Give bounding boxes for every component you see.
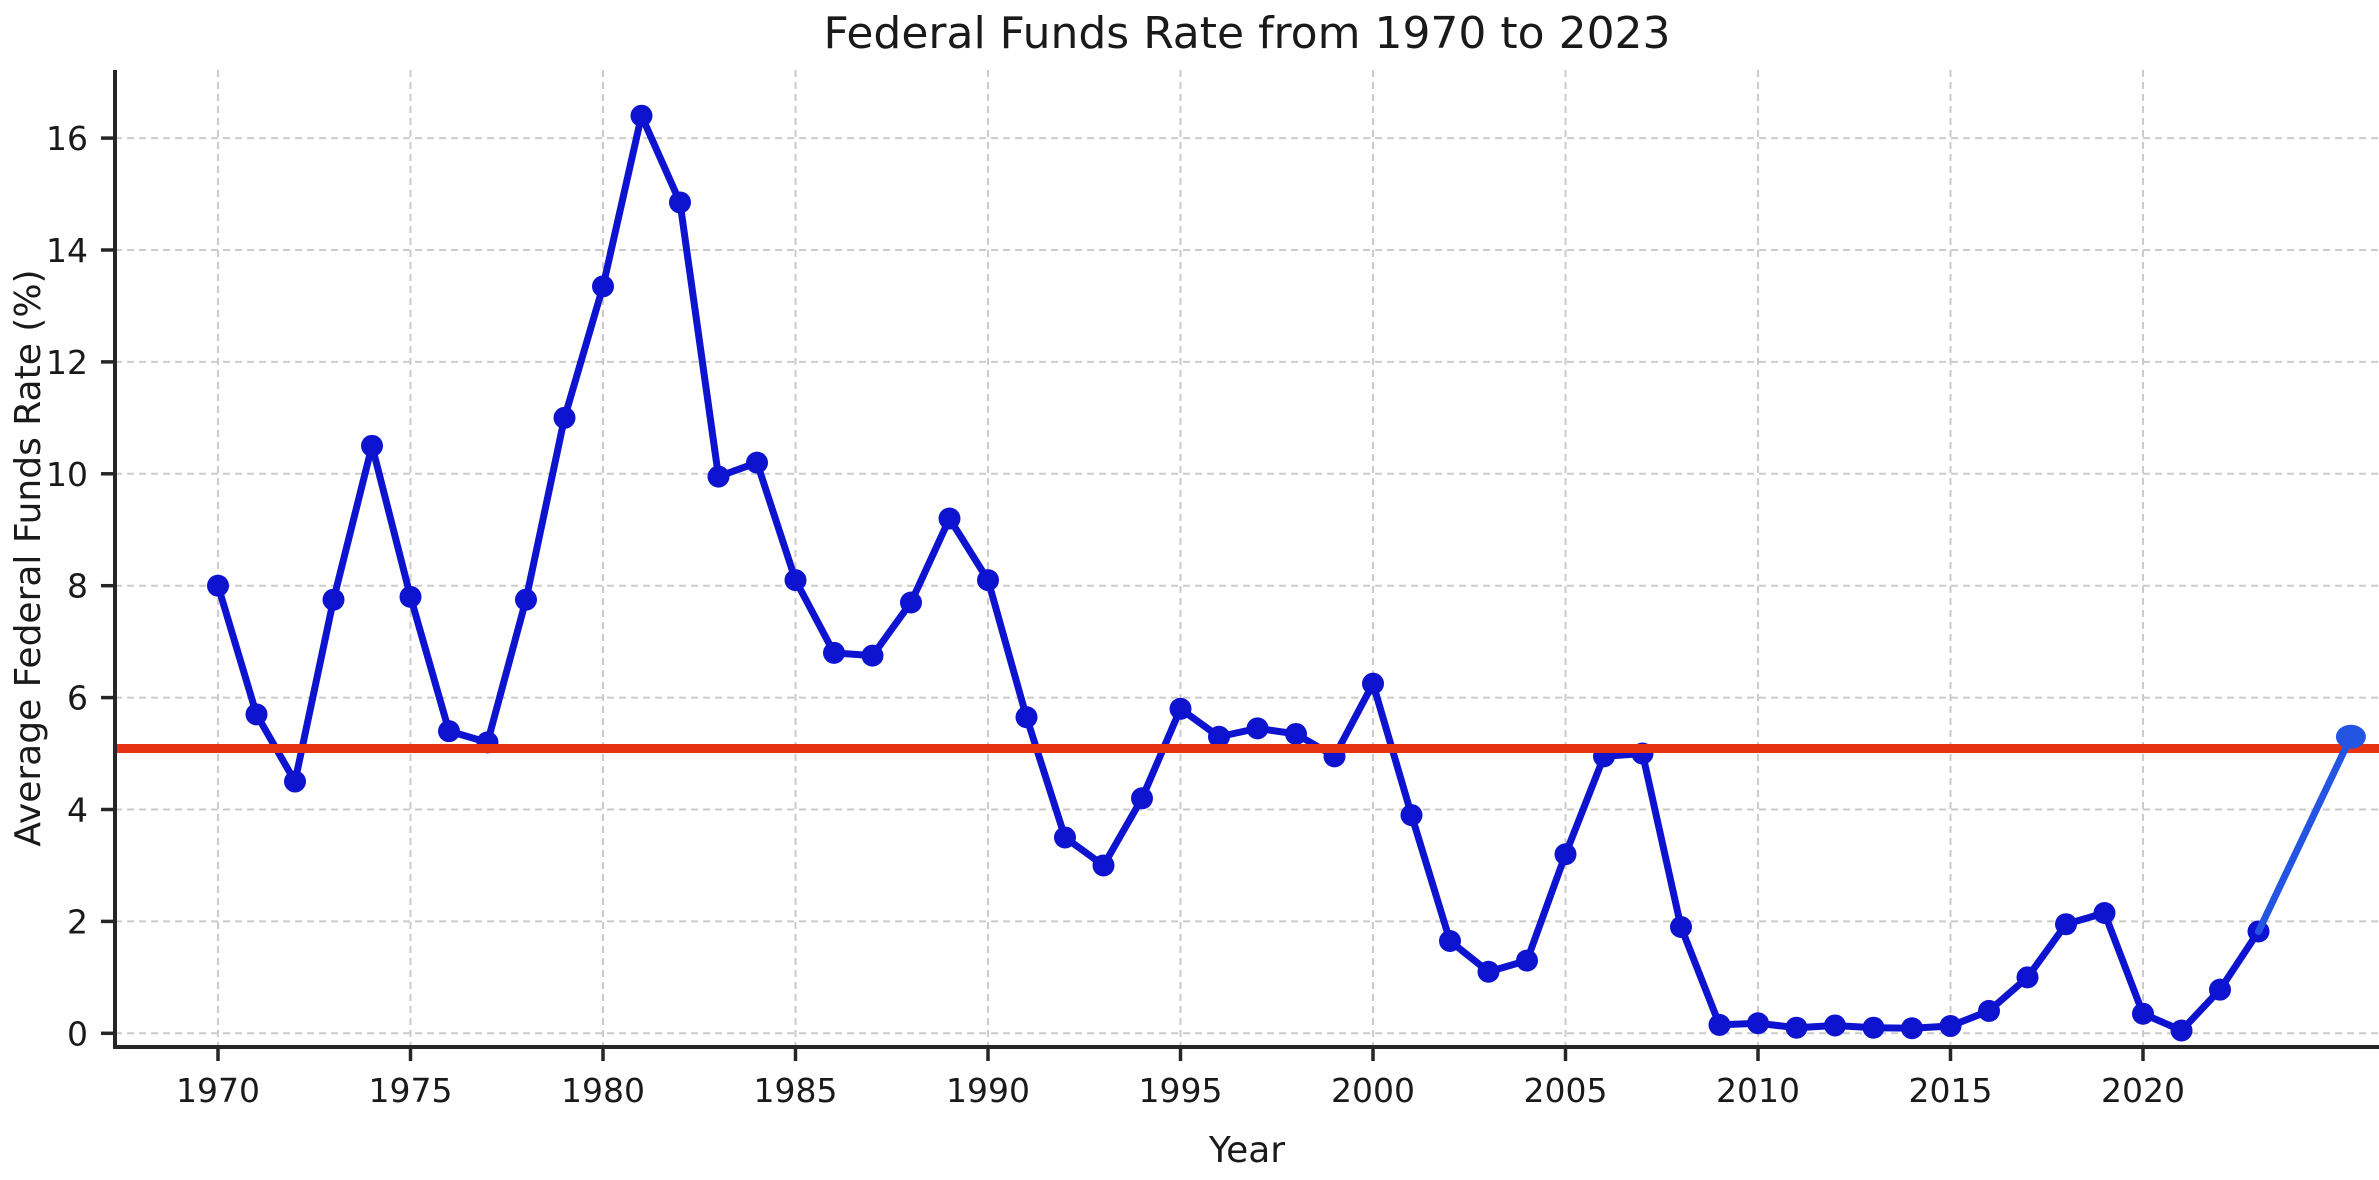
x-tick-label: 2020 xyxy=(2101,1071,2185,1110)
data-point xyxy=(515,588,537,611)
data-point xyxy=(1554,843,1577,866)
x-tick-label: 1970 xyxy=(176,1071,260,1110)
data-point xyxy=(861,644,884,667)
axes-spines xyxy=(113,70,2379,1049)
y-tick-label: 10 xyxy=(46,455,88,494)
data-point xyxy=(438,720,460,743)
x-tick-label: 2015 xyxy=(1909,1071,1993,1110)
x-tick-label: 1980 xyxy=(561,1071,645,1110)
data-point xyxy=(1901,1017,1923,1040)
data-point xyxy=(1439,929,1461,952)
data-point xyxy=(938,507,961,530)
data-point xyxy=(1015,706,1038,729)
data-point xyxy=(2132,1002,2154,1025)
data-point xyxy=(1208,725,1230,748)
rate-line xyxy=(214,112,2262,1035)
y-tick-label: 2 xyxy=(67,902,88,941)
grid-lines xyxy=(115,70,2379,1047)
data-point xyxy=(1785,1016,1808,1039)
data-point xyxy=(2016,966,2039,989)
latest-point-marker xyxy=(2335,724,2366,749)
data-point xyxy=(1824,1014,1846,1037)
y-tick-label: 6 xyxy=(67,679,88,718)
y-tick-label: 8 xyxy=(67,567,88,606)
data-point xyxy=(2209,978,2231,1001)
data-point xyxy=(2055,913,2077,936)
x-tick-label: 2010 xyxy=(1716,1071,1800,1110)
data-point xyxy=(977,569,999,592)
y-tick-label: 14 xyxy=(46,231,88,270)
data-point xyxy=(1516,949,1538,972)
x-tick-label: 1995 xyxy=(1139,1071,1223,1110)
data-point xyxy=(553,406,576,429)
data-point xyxy=(399,585,422,608)
data-point xyxy=(746,451,768,474)
rate-line-series xyxy=(207,104,2270,1042)
data-point xyxy=(1131,787,1153,810)
data-point xyxy=(1939,1015,1962,1038)
data-point xyxy=(1708,1013,1731,1036)
data-point xyxy=(1400,804,1423,827)
data-point xyxy=(361,434,383,457)
data-point xyxy=(707,465,730,488)
data-point xyxy=(1477,960,1500,983)
data-point xyxy=(1054,826,1076,849)
y-tick-label: 0 xyxy=(67,1014,88,1053)
y-tick-label: 4 xyxy=(67,791,88,830)
data-point xyxy=(1862,1016,1885,1039)
data-point xyxy=(2093,902,2116,925)
data-point xyxy=(1670,915,1692,938)
y-tick-label: 12 xyxy=(46,343,88,382)
x-tick-label: 1990 xyxy=(946,1071,1030,1110)
x-tick-label: 1985 xyxy=(754,1071,838,1110)
data-point xyxy=(2170,1019,2193,1042)
data-point xyxy=(1092,854,1115,877)
x-tick-label: 2005 xyxy=(1524,1071,1608,1110)
data-point xyxy=(900,591,922,614)
latest-rate-highlight xyxy=(2255,724,2366,935)
data-point xyxy=(1285,722,1307,745)
data-point xyxy=(322,588,345,611)
y-axis-label: Average Federal Funds Rate (%) xyxy=(8,269,49,846)
data-point xyxy=(207,574,229,597)
data-point xyxy=(1246,717,1269,740)
axis-tick-labels: 0 2 4 6 8 10 12 14 16 1970 1975 1980 1985 1990 1995 200… xyxy=(46,119,2185,1110)
data-point xyxy=(245,703,268,726)
data-point xyxy=(1978,999,2000,1022)
data-point xyxy=(669,191,691,214)
y-tick-label: 16 xyxy=(46,119,88,158)
data-point xyxy=(784,569,807,592)
data-point xyxy=(630,104,653,127)
chart-title: Federal Funds Rate from 1970 to 2023 xyxy=(823,8,1670,59)
x-tick-label: 2000 xyxy=(1331,1071,1415,1110)
data-point xyxy=(823,641,845,664)
data-point xyxy=(1362,672,1384,695)
data-point xyxy=(284,770,306,793)
axis-ticks xyxy=(101,136,2145,1061)
x-tick-label: 1975 xyxy=(369,1071,453,1110)
data-point xyxy=(592,275,614,298)
x-axis-label: Year xyxy=(1208,1130,1285,1171)
data-point xyxy=(1747,1012,1769,1035)
latest-segment xyxy=(2255,733,2355,935)
data-point xyxy=(1169,697,1192,720)
